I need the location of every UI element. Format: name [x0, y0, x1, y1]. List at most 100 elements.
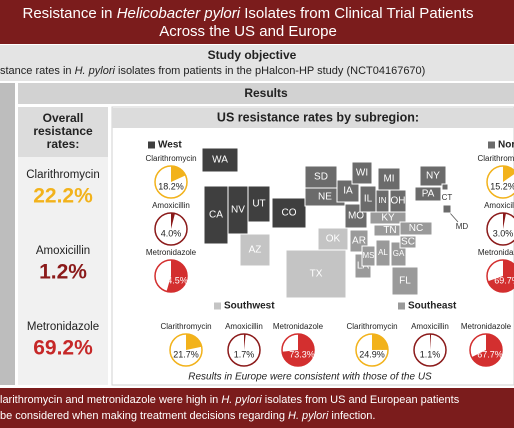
state-label: GA: [393, 249, 405, 258]
title-line-part: Resistance in: [22, 5, 116, 22]
title-line-part: Isolates from Clinical Trial Patients: [240, 5, 473, 22]
state: [414, 186, 442, 202]
state-label: OK: [326, 234, 341, 245]
legend-label: Southwest: [224, 301, 275, 312]
results-band: [18, 83, 514, 104]
state: [271, 197, 307, 229]
pie-slice: [186, 334, 202, 350]
pie-drug: Amoxicillin: [484, 201, 514, 210]
pie-label: 21.7%: [173, 349, 199, 359]
pie-drug: Metronidazole: [146, 248, 197, 257]
md-leader: [449, 212, 459, 223]
pie-drug: Amoxicillin: [152, 201, 190, 210]
title-line: Across the US and Europe: [159, 23, 337, 40]
conclusion-line-part: H. pylori: [288, 410, 329, 422]
conclusion-line: larithromycin and metronidazole were hig…: [0, 394, 460, 406]
state-label: TX: [310, 269, 323, 280]
side-strip: [0, 83, 15, 385]
pie-label: 3.0%: [493, 228, 514, 238]
pie-label: 15.2%: [490, 181, 514, 191]
objective-text-part: stance rates in: [0, 65, 75, 77]
overall-heading: Overall: [43, 111, 84, 125]
pie-slice: [244, 334, 246, 350]
state-label: CO: [282, 208, 297, 219]
state-label: NE: [318, 192, 332, 203]
conclusion-line: be considered when making treatment deci…: [0, 410, 375, 422]
overall-drug: Amoxicillin: [36, 245, 90, 257]
conclusion-line-part: isolates from US and European patients: [262, 394, 460, 406]
pie-slice: [503, 166, 514, 182]
state: [441, 183, 449, 191]
pie-slice: [372, 334, 388, 350]
state: [399, 221, 433, 236]
state-label: IN: [379, 196, 387, 205]
state: [203, 185, 229, 245]
state-label: OH: [391, 196, 406, 207]
pie-slice: [171, 166, 186, 182]
overall-rate: 22.2%: [33, 185, 93, 208]
state: [247, 185, 271, 223]
pie-drug: Amoxicillin: [411, 322, 449, 331]
conclusion-line-part: larithromycin and metronidazole were hig…: [0, 394, 221, 406]
pie-drug: Clarithromycin: [346, 322, 397, 331]
state-label: FL: [399, 276, 411, 287]
title-line-part: Helicobacter pylori: [117, 5, 241, 22]
conclusion-line-part: H. pylori: [221, 394, 262, 406]
overall-drug: Metronidazole: [27, 321, 99, 333]
legend-swatch: [148, 141, 155, 149]
objective-text: stance rates in H. pylori isolates from …: [0, 65, 425, 77]
pie-label: 54.5%: [162, 275, 188, 285]
state: [285, 249, 347, 299]
conclusion-line-part: be considered when making treatment deci…: [0, 410, 288, 422]
state: [391, 266, 419, 296]
overall-rate: 1.2%: [39, 261, 87, 284]
pie-slice: [166, 260, 188, 292]
pie-drug: Metronidazole: [478, 248, 514, 257]
state-label: PA: [422, 189, 435, 200]
state-label: IA: [343, 186, 353, 197]
pie-drug: Clarithromycin: [145, 154, 196, 163]
state-label: SC: [401, 237, 415, 248]
pie-slice: [471, 334, 503, 366]
objective-text-part: H. pylori: [75, 65, 116, 77]
state-label: MD: [456, 222, 469, 231]
overall-drug: Clarithromycin: [26, 169, 100, 181]
state-label: CA: [209, 210, 223, 221]
state-label: UT: [252, 199, 265, 210]
state-label: MO: [348, 211, 364, 222]
state: [419, 165, 447, 187]
state: [336, 179, 360, 203]
objective-band: [0, 45, 514, 81]
state: [239, 233, 271, 267]
pie-drug: Clarithromycin: [160, 322, 211, 331]
us-heading-band: [112, 108, 514, 128]
overall-rate: 69.2%: [33, 337, 93, 360]
legend-label: West: [158, 140, 182, 151]
pie-drug: Metronidazole: [461, 322, 512, 331]
us-heading: US resistance rates by subregion:: [217, 110, 419, 124]
pie-slice: [282, 334, 314, 367]
overall-heading: rates:: [47, 137, 80, 151]
state: [201, 147, 239, 173]
legend-swatch: [488, 141, 495, 149]
state-label: WI: [356, 168, 368, 179]
state-label: KY: [381, 213, 395, 224]
state-label: NV: [231, 205, 245, 216]
pie-label: 4.0%: [161, 228, 182, 238]
state-label: IL: [364, 194, 373, 205]
pie-label: 73.3%: [289, 349, 315, 359]
state-label: AR: [352, 236, 366, 247]
state-label: NY: [426, 171, 440, 182]
pie-drug: Clarithromycin: [477, 154, 514, 163]
state: [375, 239, 391, 267]
overall-heading-band: [18, 107, 108, 157]
pie-label: 18.2%: [158, 181, 184, 191]
state: [361, 245, 376, 267]
state-label: NC: [409, 223, 423, 234]
pie-slice: [430, 334, 432, 350]
state-label: CT: [442, 193, 453, 202]
conclusion-band: [0, 388, 514, 428]
title-line: Resistance in Helicobacter pylori Isolat…: [22, 5, 473, 22]
